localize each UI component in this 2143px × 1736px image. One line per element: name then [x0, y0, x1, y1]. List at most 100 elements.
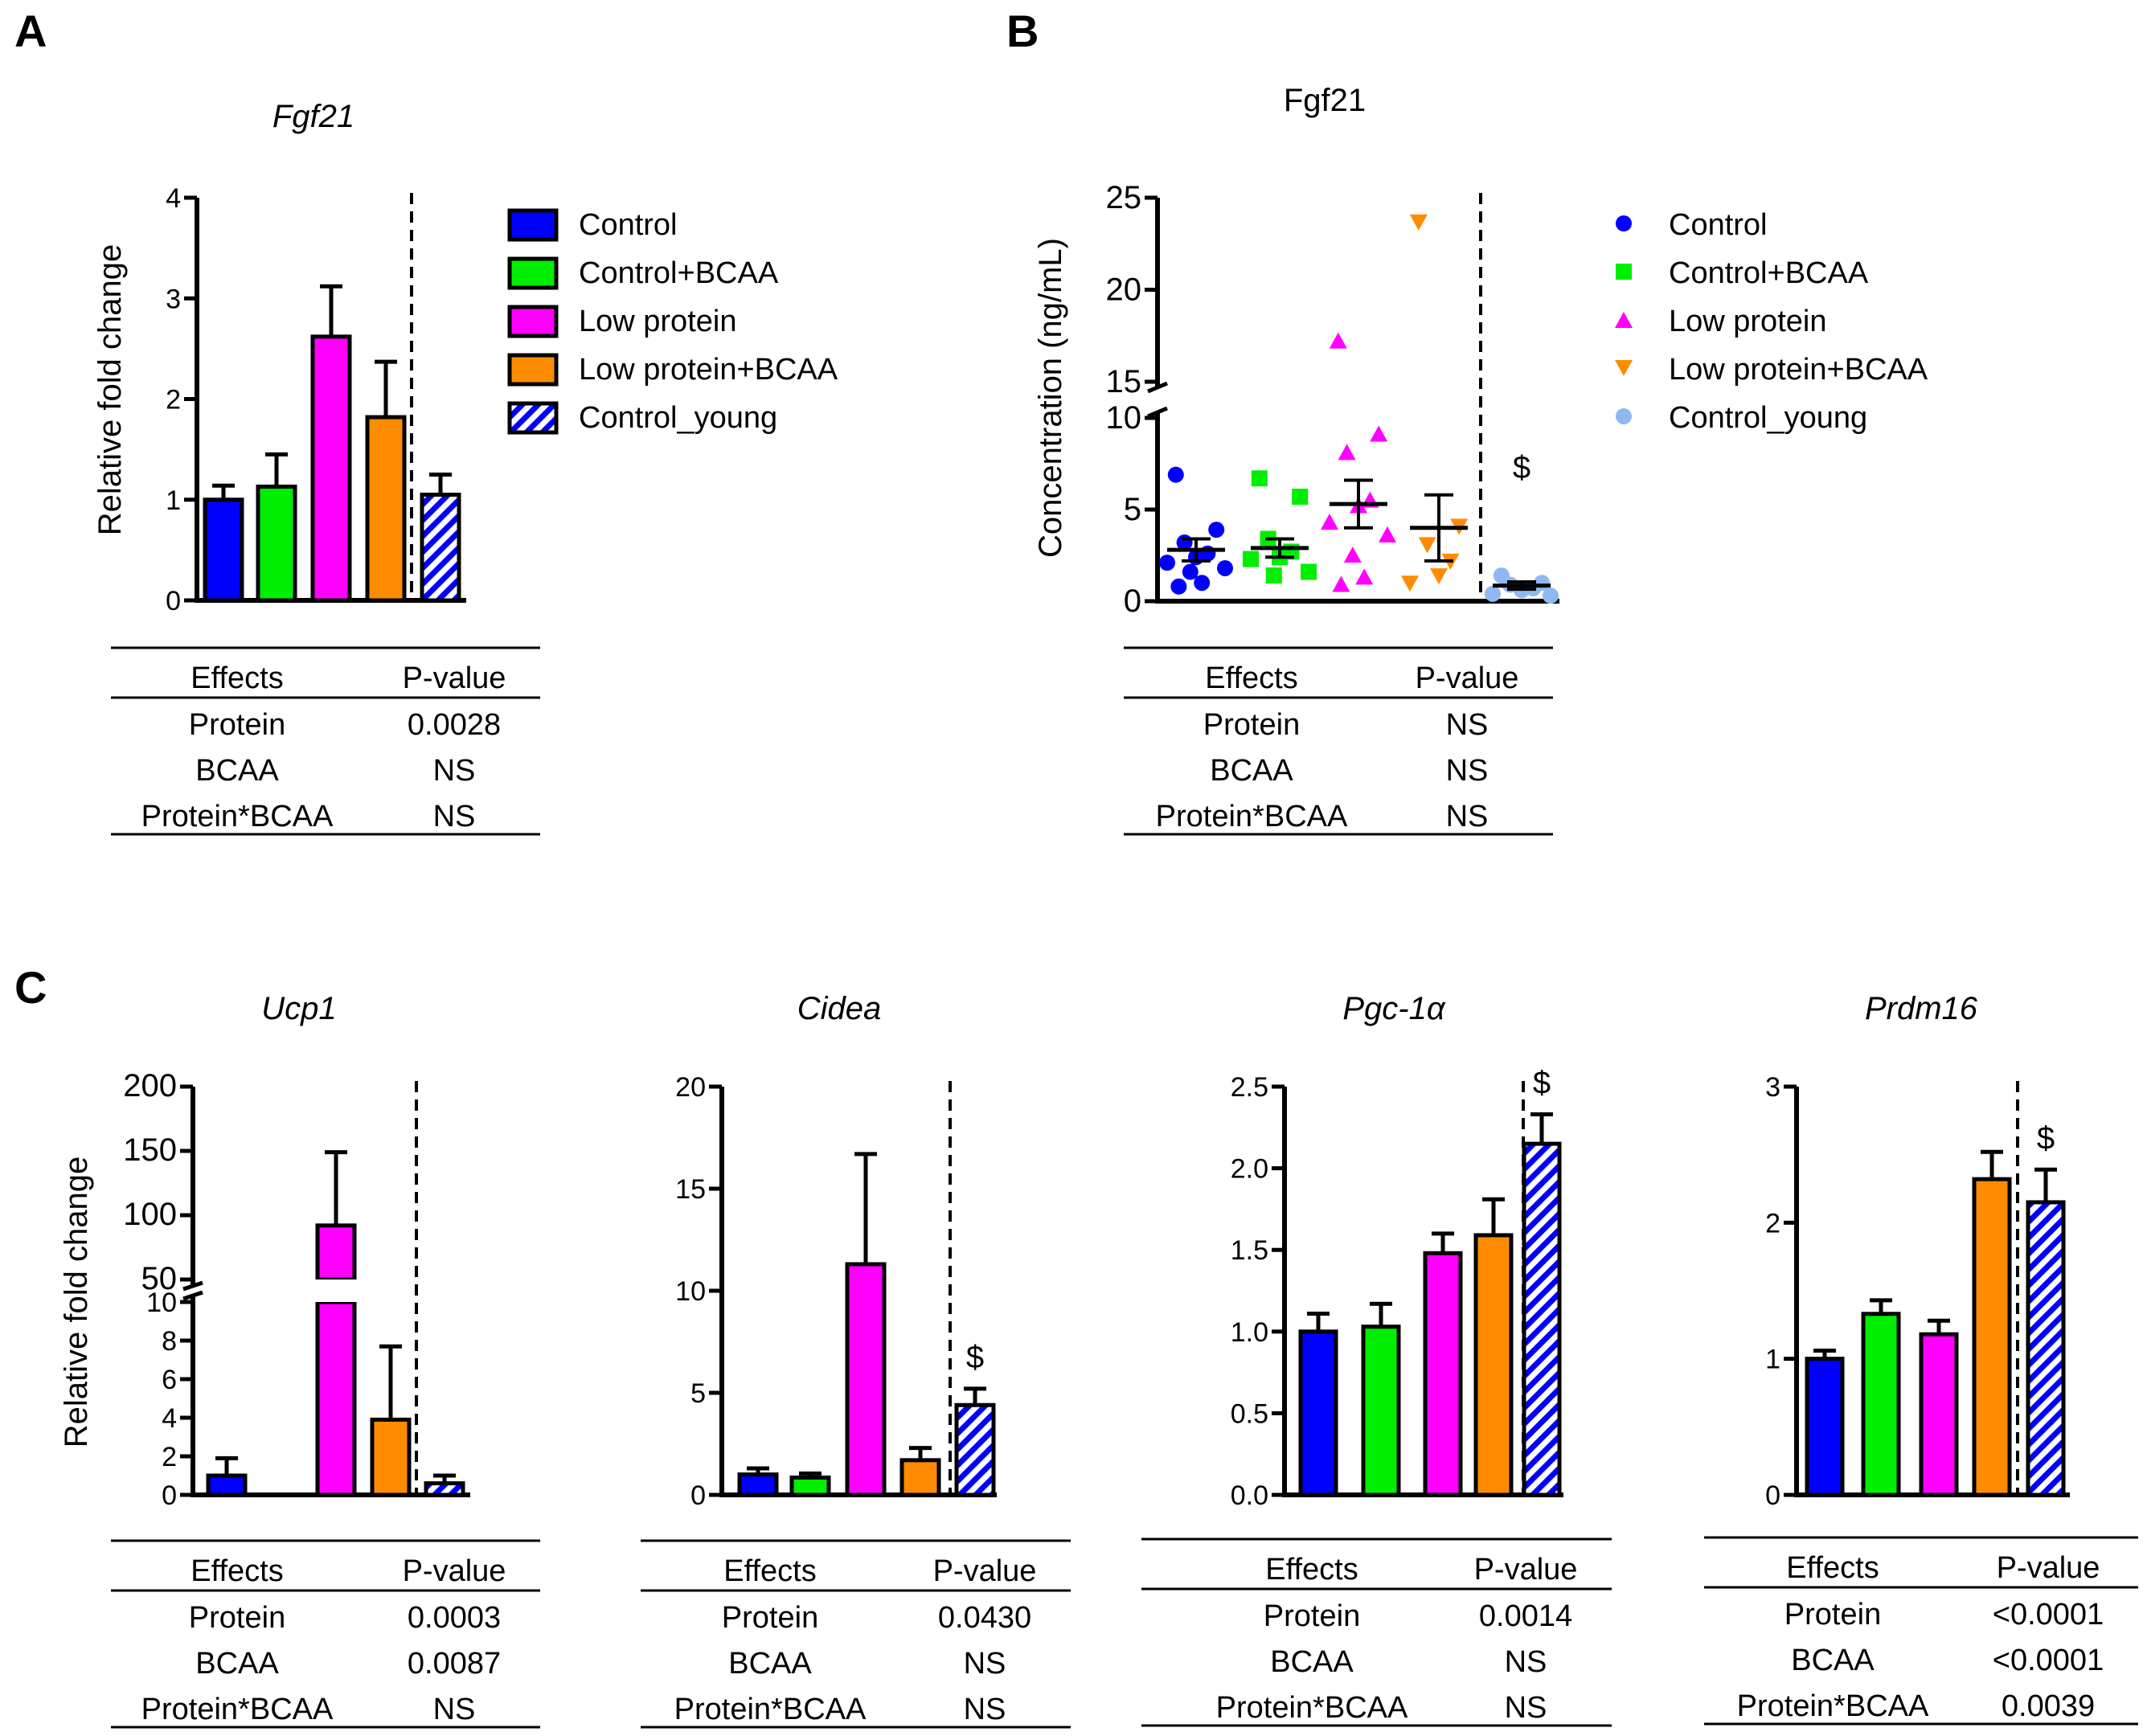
chart-b-point-4-5 — [1485, 585, 1501, 602]
table-prdm16-row-pvalue: <0.0001 — [1993, 1598, 2104, 1632]
chart-a-ylabel: Relative fold change — [92, 244, 128, 535]
chart-pgc-ytick-label: 0.0 — [1231, 1480, 1268, 1511]
chart-prdm16-ytick-label: 1 — [1765, 1345, 1780, 1375]
chart-b-point-3-5 — [1401, 575, 1419, 592]
table-b: Effects P-value Protein NS BCAA NS Protein*BCA… — [1124, 646, 1553, 836]
chart-b-point-0-6 — [1217, 559, 1233, 576]
table-prdm16-row-effect: Protein — [1784, 1598, 1881, 1632]
table-prdm16-row-effect: BCAA — [1791, 1644, 1875, 1677]
table-pgc: Effects P-value Protein 0.0014 BCAA NS Protein… — [1141, 1537, 1612, 1727]
chart-pgc-title: Pgc-1α — [1342, 991, 1445, 1026]
chart-b-point-1-0 — [1251, 470, 1268, 487]
legend-a-label-control-bcaa: Control+BCAA — [579, 256, 779, 290]
table-a-row-effect: BCAA — [195, 754, 279, 788]
chart-prdm16-bar-4 — [2026, 1200, 2066, 1497]
legend-a-item-control-bcaa: Control+BCAA — [507, 256, 779, 290]
legend-b-label-low-protein-bcaa: Low protein+BCAA — [1669, 353, 1928, 387]
chart-b-point-0-0 — [1167, 466, 1184, 483]
chart-b-point-1-1 — [1292, 489, 1309, 506]
chart-pgc-ytick-label: 2.5 — [1231, 1072, 1268, 1103]
legend-b-item-control-young: Control_young — [1616, 401, 1867, 435]
table-cidea-header-effects: Effects — [723, 1554, 816, 1588]
chart-cidea-plot: 0 5 10 15 20 $ — [675, 1072, 997, 1511]
table-ucp1-row-effect: BCAA — [195, 1647, 279, 1681]
legend-a-swatch-control — [507, 208, 559, 242]
chart-cidea-bar-1 — [789, 1475, 831, 1497]
table-b-row-effect: Protein*BCAA — [1156, 800, 1348, 833]
table-prdm16-header-pvalue: P-value — [1997, 1551, 2100, 1585]
table-a-row-pvalue: NS — [433, 800, 476, 833]
panel-label-c: C — [14, 962, 47, 1013]
chart-b-ytick-label: 5 — [1124, 492, 1141, 527]
legend-b-item-control-bcaa: Control+BCAA — [1616, 256, 1869, 290]
table-cidea-row-effect: Protein*BCAA — [674, 1693, 867, 1726]
table-prdm16-row-effect: Protein*BCAA — [1737, 1689, 1929, 1723]
chart-ucp1-ytick-label: 100 — [123, 1197, 177, 1232]
chart-b-ylabel: Concentration (ng/mL) — [1033, 238, 1068, 558]
chart-a-bar-3 — [365, 415, 407, 603]
chart-b-axis-break — [1147, 406, 1168, 419]
chart-ucp1-ytick-label: 200 — [123, 1068, 177, 1103]
chart-a-ytick-label: 2 — [166, 385, 181, 416]
chart-b-point-4-6 — [1543, 588, 1559, 604]
chart-cidea-ytick-label: 0 — [690, 1480, 706, 1511]
chart-b-point-1-6 — [1301, 563, 1317, 580]
table-ucp1-header-pvalue: P-value — [403, 1554, 506, 1588]
chart-prdm16-bar-1 — [1861, 1312, 1901, 1497]
table-cidea-row-effect: BCAA — [728, 1647, 812, 1681]
table-cidea-row-pvalue: NS — [964, 1693, 1006, 1726]
chart-b-point-3-0 — [1409, 214, 1428, 231]
chart-pgc-ytick-label: 1.0 — [1231, 1317, 1268, 1348]
legend-b-label-control-bcaa: Control+BCAA — [1669, 256, 1869, 290]
chart-ucp1-ytick-label: 2 — [162, 1442, 177, 1472]
table-a: Effects P-value Protein 0.0028 BCAA NS Protein… — [111, 646, 540, 836]
chart-ucp1-bar-upper-2 — [315, 1223, 357, 1282]
chart-b-point-2-7 — [1343, 547, 1362, 563]
table-b-header-pvalue: P-value — [1416, 661, 1519, 695]
panel-label-b: B — [1006, 6, 1039, 56]
legend-a-item-low-protein: Low protein — [507, 305, 736, 338]
chart-cidea-bar-0 — [737, 1472, 779, 1497]
table-ucp1-row-effect: Protein*BCAA — [141, 1693, 334, 1726]
chart-pgc-bar-3 — [1473, 1233, 1514, 1497]
table-pgc-header-effects: Effects — [1265, 1553, 1358, 1587]
legend-b-marker-low-protein-bcaa — [1615, 360, 1633, 376]
legend-b-item-low-protein-bcaa: Low protein+BCAA — [1615, 353, 1928, 387]
legend-a-label-low-protein: Low protein — [579, 305, 736, 338]
chart-ucp1-ytick-label: 4 — [162, 1403, 177, 1434]
chart-ucp1-axis-break — [182, 1290, 203, 1301]
chart-ucp1-ytick-label: 8 — [162, 1326, 177, 1357]
table-prdm16: Effects P-value Protein <0.0001 BCAA <0.0001 P… — [1704, 1536, 2138, 1726]
table-a-row-pvalue: NS — [433, 754, 476, 788]
chart-pgc-bar-0 — [1298, 1329, 1338, 1497]
table-pgc-row-pvalue: NS — [1505, 1645, 1547, 1679]
chart-b-point-1-5 — [1243, 551, 1259, 567]
table-pgc-row-effect: BCAA — [1270, 1645, 1354, 1679]
chart-pgc-ytick-label: 0.5 — [1231, 1398, 1268, 1429]
chart-b-point-2-2 — [1338, 444, 1356, 461]
chart-prdm16-bar-3 — [1972, 1177, 2012, 1497]
table-prdm16-row-pvalue: <0.0001 — [1993, 1644, 2104, 1677]
chart-ucp1-axis-break — [182, 1280, 203, 1292]
chart-prdm16-ytick-label: 2 — [1765, 1208, 1780, 1239]
chart-cidea-bar-2 — [845, 1262, 887, 1497]
chart-ucp1-bar-0 — [206, 1473, 248, 1497]
chart-a-plot: 0 1 2 3 4 — [166, 183, 466, 616]
chart-a-bar-4 — [420, 492, 461, 603]
legend-b-label-low-protein: Low protein — [1669, 305, 1826, 338]
chart-b-point-2-6 — [1379, 526, 1396, 542]
table-ucp1-row-effect: Protein — [189, 1601, 285, 1635]
table-a-header-pvalue: P-value — [403, 661, 506, 695]
legend-a-label-control: Control — [579, 208, 678, 242]
table-b-header-effects: Effects — [1205, 661, 1297, 695]
chart-ucp1-ylabel: Relative fold change — [59, 1157, 94, 1447]
chart-b-point-2-5 — [1321, 513, 1338, 530]
chart-ucp1-bar-2 — [315, 1300, 357, 1497]
legend-b-label-control-young: Control_young — [1669, 401, 1867, 435]
table-prdm16-row-pvalue: 0.0039 — [2002, 1689, 2095, 1723]
chart-ucp1-ytick-label: 6 — [162, 1365, 177, 1395]
legend-b-marker-control-bcaa — [1616, 264, 1632, 280]
table-b-row-pvalue: NS — [1446, 754, 1489, 788]
chart-ucp1-ytick-label: 50 — [141, 1261, 178, 1296]
